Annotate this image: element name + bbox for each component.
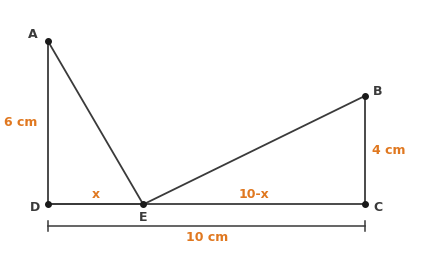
Text: A: A [27, 28, 37, 41]
Text: C: C [374, 201, 382, 214]
Text: D: D [30, 201, 41, 214]
Text: 10-x: 10-x [239, 188, 269, 201]
Text: 4 cm: 4 cm [372, 144, 406, 156]
Text: 10 cm: 10 cm [186, 231, 228, 244]
Text: 6 cm: 6 cm [5, 116, 38, 130]
Text: B: B [373, 85, 383, 98]
Text: x: x [92, 188, 100, 201]
Text: E: E [139, 212, 148, 225]
